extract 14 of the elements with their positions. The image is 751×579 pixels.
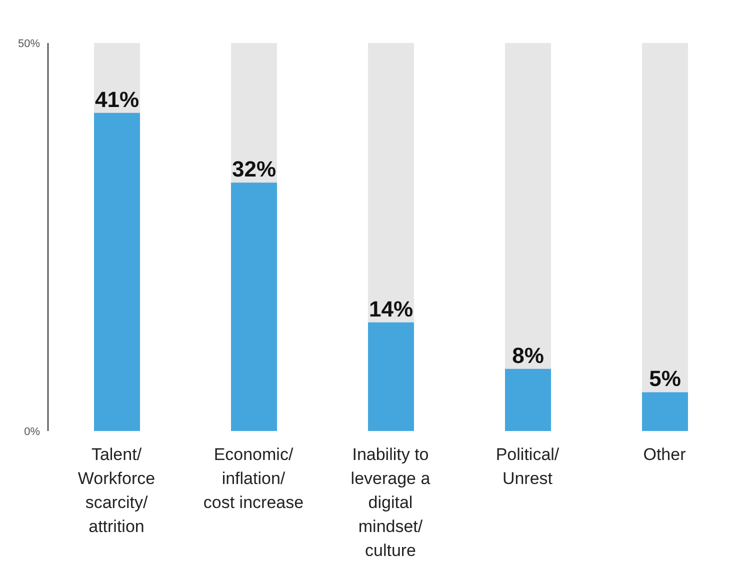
y-tick-label: 50% xyxy=(18,38,40,50)
y-tick-label: 0% xyxy=(24,426,40,438)
data-label: 5% xyxy=(649,366,681,392)
data-label: 41% xyxy=(94,86,140,112)
x-tick-label: Talent/ Workforce scarcity/ attrition xyxy=(78,445,156,536)
data-label: 14% xyxy=(368,296,414,322)
x-tick-label: Other xyxy=(643,445,686,464)
data-label: 32% xyxy=(232,156,276,182)
x-tick-label: Political/ Unrest xyxy=(496,445,560,488)
bar xyxy=(642,392,688,431)
data-label: 8% xyxy=(512,342,544,368)
bar xyxy=(505,368,551,431)
x-tick-label: Inability to leverage a digital mindset/ culture xyxy=(350,445,431,560)
x-tick-label: Economic/ inflation/ cost increase xyxy=(203,445,304,512)
